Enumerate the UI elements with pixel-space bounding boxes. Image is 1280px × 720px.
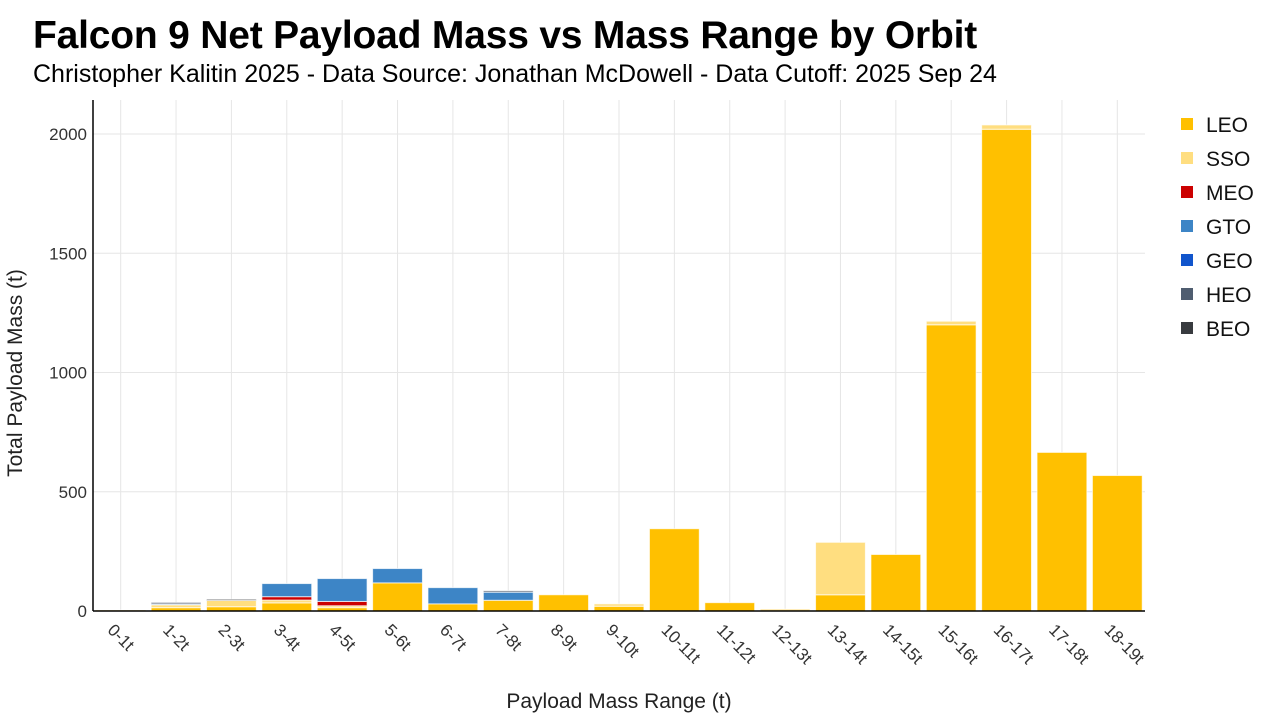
bar-sso-16-17t xyxy=(981,124,1032,130)
bar-gto-7-8t xyxy=(482,591,534,601)
legend-label: LEO xyxy=(1206,114,1248,137)
bar-sso-13-14t xyxy=(815,541,866,596)
axes xyxy=(92,100,1145,612)
y-tick-labels: 0 500 1000 1500 2000 xyxy=(49,125,87,621)
x-axis-label: Payload Mass Range (t) xyxy=(506,690,731,713)
y-tick-label: 500 xyxy=(59,483,87,502)
bar-leo-14-15t xyxy=(870,553,922,612)
x-tick-label: 13-14t xyxy=(824,620,872,668)
bar-gto-5-6t xyxy=(372,568,423,584)
bar-meo-4-5t xyxy=(316,600,368,607)
bar-beo-2-3t xyxy=(206,598,257,602)
legend-item-meo: MEO xyxy=(1181,182,1254,205)
x-tick-label: 15-16t xyxy=(934,620,982,668)
legend-item-heo: HEO xyxy=(1181,284,1252,307)
x-tick-label: 0-1t xyxy=(104,620,138,654)
y-tick-label: 0 xyxy=(78,602,87,621)
bar-leo-18-19t xyxy=(1091,475,1143,612)
bar-sso-2-3t xyxy=(206,600,257,608)
x-tick-label: 14-15t xyxy=(879,620,927,668)
bar-leo-13-14t xyxy=(815,594,866,612)
x-tick-label: 9-10t xyxy=(602,620,643,661)
bar-leo-10-11t xyxy=(648,528,700,612)
x-tick-label: 1-2t xyxy=(159,620,193,654)
chart-title: Falcon 9 Net Payload Mass vs Mass Range … xyxy=(33,14,978,57)
x-tick-label: 5-6t xyxy=(381,620,415,654)
bar-leo-7-8t xyxy=(482,599,534,612)
legend-item-sso: SSO xyxy=(1181,148,1250,171)
x-tick-label: 11-12t xyxy=(713,620,760,667)
y-tick-label: 1000 xyxy=(49,364,87,383)
x-tick-label: 3-4t xyxy=(270,620,304,654)
legend-label: GEO xyxy=(1206,250,1253,273)
bar-gto-6-7t xyxy=(427,587,479,605)
x-tick-label: 10-11t xyxy=(658,620,705,667)
legend-item-beo: BEO xyxy=(1181,318,1250,341)
x-tick-label: 8-9t xyxy=(547,620,581,654)
bar-sso-15-16t xyxy=(925,320,977,326)
legend-swatch-leo xyxy=(1181,118,1193,130)
legend-swatch-sso xyxy=(1181,152,1193,164)
bar-leo-6-7t xyxy=(427,603,479,612)
legend-swatch-meo xyxy=(1181,186,1193,198)
bar-heo-1-2t xyxy=(150,601,202,605)
legend-label: MEO xyxy=(1206,182,1254,205)
bar-leo-5-6t xyxy=(372,582,423,612)
legend-label: GTO xyxy=(1206,216,1251,239)
x-tick-label: 16-17t xyxy=(990,620,1038,668)
legend-label: BEO xyxy=(1206,318,1250,341)
y-tick-label: 2000 xyxy=(49,125,87,144)
bar-sso-9-10t xyxy=(593,603,645,607)
bar-leo-3-4t xyxy=(261,602,313,612)
x-tick-label: 18-19t xyxy=(1100,620,1148,668)
legend-item-gto: GTO xyxy=(1181,216,1251,239)
bar-meo-3-4t xyxy=(261,596,313,601)
bar-gto-3-4t xyxy=(261,583,313,598)
x-tick-label: 4-5t xyxy=(325,620,359,654)
legend-swatch-heo xyxy=(1181,288,1193,300)
bars xyxy=(95,124,1143,612)
x-tick-label: 7-8t xyxy=(491,620,525,654)
legend-item-leo: LEO xyxy=(1181,114,1248,137)
bar-leo-16-17t xyxy=(981,128,1032,612)
bar-leo-15-16t xyxy=(925,324,977,612)
bar-heo-7-8t xyxy=(482,590,534,593)
x-tick-labels: 0-1t 1-2t 2-3t 3-4t 4-5t 5-6t 6-7t 7-8t 8-9t 9-10… xyxy=(104,620,1148,668)
chart-subtitle: Christopher Kalitin 2025 - Data Source: … xyxy=(33,60,997,88)
x-tick-label: 2-3t xyxy=(215,620,249,654)
bar-leo-11-12t xyxy=(704,602,756,612)
legend-swatch-beo xyxy=(1181,322,1193,334)
y-tick-label: 1500 xyxy=(49,244,87,263)
legend-label: SSO xyxy=(1206,148,1250,171)
legend-swatch-geo xyxy=(1181,254,1193,266)
y-axis-label: Total Payload Mass (t) xyxy=(4,269,27,477)
x-tick-label: 17-18t xyxy=(1045,620,1093,668)
legend: LEO SSO MEO GTO GEO HEO BEO xyxy=(1181,114,1254,341)
legend-label: HEO xyxy=(1206,284,1252,307)
bar-leo-17-18t xyxy=(1036,451,1088,612)
x-tick-label: 12-13t xyxy=(768,620,816,668)
bar-leo-8-9t xyxy=(538,594,590,612)
x-tick-label: 6-7t xyxy=(436,620,470,654)
legend-swatch-gto xyxy=(1181,220,1193,232)
legend-item-geo: GEO xyxy=(1181,250,1253,273)
bar-gto-4-5t xyxy=(316,578,368,602)
